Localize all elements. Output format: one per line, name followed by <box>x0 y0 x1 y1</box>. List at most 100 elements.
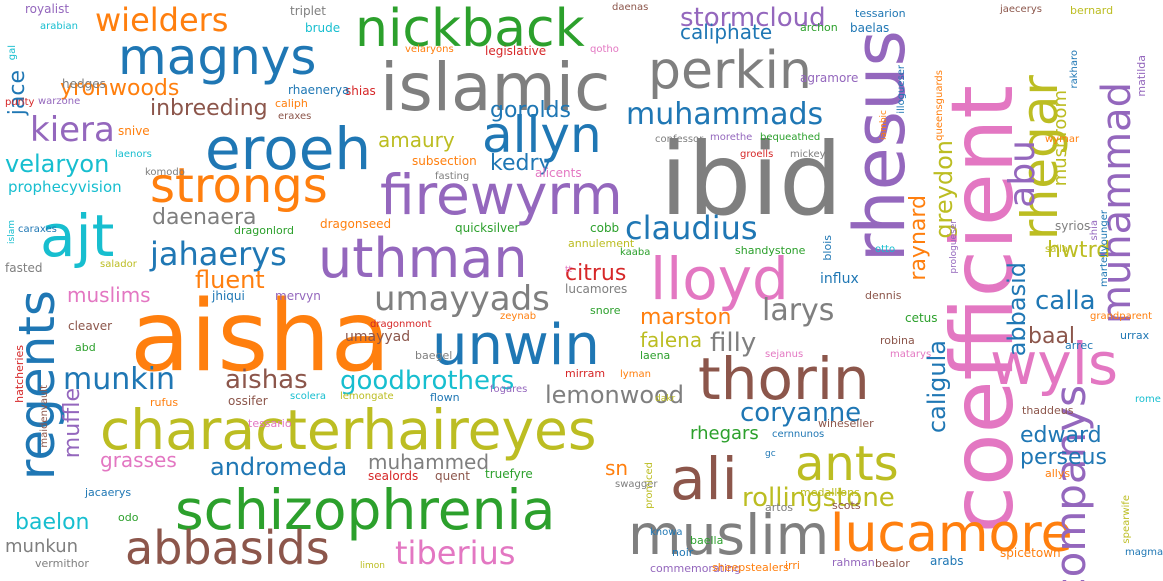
word: purity <box>5 97 35 108</box>
word: abbasid <box>1003 262 1031 357</box>
word: syrios <box>1055 219 1091 233</box>
word: baegel <box>415 349 453 362</box>
word: cetus <box>905 311 938 325</box>
word: limon <box>360 561 385 571</box>
word: shandystone <box>735 244 806 257</box>
word: dragonseed <box>320 217 392 231</box>
word: arabian <box>40 21 78 32</box>
word: bequeathed <box>760 132 821 143</box>
word: swagger <box>615 479 658 490</box>
word: baella <box>690 534 724 547</box>
word: matilda <box>1135 55 1148 97</box>
word: bealor <box>875 557 910 570</box>
word: marston <box>640 305 732 330</box>
word: wymar <box>1045 134 1080 145</box>
word: hwtrd <box>1047 238 1111 263</box>
word: rhaenerya <box>288 83 350 97</box>
word: mirram <box>565 367 606 380</box>
word: eroeh <box>205 115 372 183</box>
word: laena <box>640 349 671 362</box>
word: muslim <box>628 503 830 567</box>
word: irri <box>785 559 800 572</box>
word: qotho <box>590 44 619 55</box>
word: hedges <box>62 77 106 91</box>
word: cernnunos <box>772 429 825 440</box>
word: tiberius <box>395 534 516 572</box>
word: thorin <box>698 345 870 413</box>
word: nickback <box>355 0 585 59</box>
word: lemonwood <box>545 381 684 409</box>
word: iambic <box>879 110 889 140</box>
word: quent <box>435 469 470 483</box>
word: fasted <box>5 261 43 275</box>
word: strongs <box>150 158 328 214</box>
word: eraxes <box>278 111 312 122</box>
word: prophecyvision <box>8 178 122 196</box>
word: umayyads <box>374 279 550 319</box>
word: stormcloud <box>680 3 826 33</box>
word: firewyrm <box>380 163 623 227</box>
word: abu <box>1002 140 1043 208</box>
word: sn <box>605 456 629 480</box>
word: dakr <box>655 394 676 404</box>
word: schizophrenia <box>175 478 556 542</box>
word: tessarion <box>855 7 906 20</box>
word: amaury <box>378 128 455 152</box>
word: baelon <box>15 510 90 535</box>
word: perkin <box>648 41 812 101</box>
word: blois <box>821 235 834 261</box>
word: falena <box>640 328 703 352</box>
word: gorolds <box>490 98 571 123</box>
word: prologueser <box>949 220 959 274</box>
word: komodo <box>145 167 185 178</box>
word: jhiqui <box>212 289 245 303</box>
word: jahaerys <box>150 235 287 273</box>
word: scolera <box>290 391 326 402</box>
word: cobb <box>590 221 620 235</box>
word: allys <box>1045 467 1071 480</box>
word: rahman <box>832 556 875 569</box>
word: spicetown <box>1000 546 1061 560</box>
word: perseus <box>1020 445 1107 470</box>
word: medallions <box>800 486 860 499</box>
word: claudius <box>625 209 758 247</box>
word: grandparent <box>1090 311 1153 322</box>
word: wielders <box>95 1 229 39</box>
word: islam <box>7 220 17 244</box>
word: jacaerys <box>85 486 132 499</box>
word: andromeda <box>210 453 348 481</box>
word: subsection <box>412 154 477 168</box>
word: laenors <box>115 149 152 160</box>
word: mervyn <box>275 289 321 303</box>
word: muhammad <box>1094 82 1140 325</box>
word: aishas <box>225 365 308 395</box>
word: flown <box>430 391 460 404</box>
word: snore <box>590 304 621 317</box>
word: larys <box>762 293 835 328</box>
word: promiced <box>644 462 655 509</box>
word: dragonlord <box>234 224 295 237</box>
word: arabs <box>930 554 964 568</box>
word: muhammed <box>368 450 490 474</box>
word: edward <box>1020 423 1102 448</box>
word: lucamores <box>565 282 628 296</box>
word: vermithor <box>35 557 89 570</box>
word: grasses <box>100 448 177 472</box>
word: urrax <box>1120 329 1150 342</box>
word: raynard <box>906 195 931 281</box>
word: royalist <box>25 2 70 16</box>
word: morethe <box>710 132 753 143</box>
word: kedry <box>490 151 552 176</box>
word: snive <box>118 124 150 138</box>
word: quicksilver <box>455 221 520 235</box>
word: muhammads <box>626 97 824 132</box>
word: baelas <box>850 21 890 35</box>
word: robina <box>880 334 915 347</box>
word: lucamore <box>830 504 1073 564</box>
word: daenas <box>612 2 649 13</box>
word: sealords <box>368 469 419 483</box>
word: yronwoods <box>60 76 180 101</box>
word: fogares <box>490 384 528 395</box>
word: legislative <box>485 44 547 58</box>
word: characterhaireyes <box>100 398 597 462</box>
